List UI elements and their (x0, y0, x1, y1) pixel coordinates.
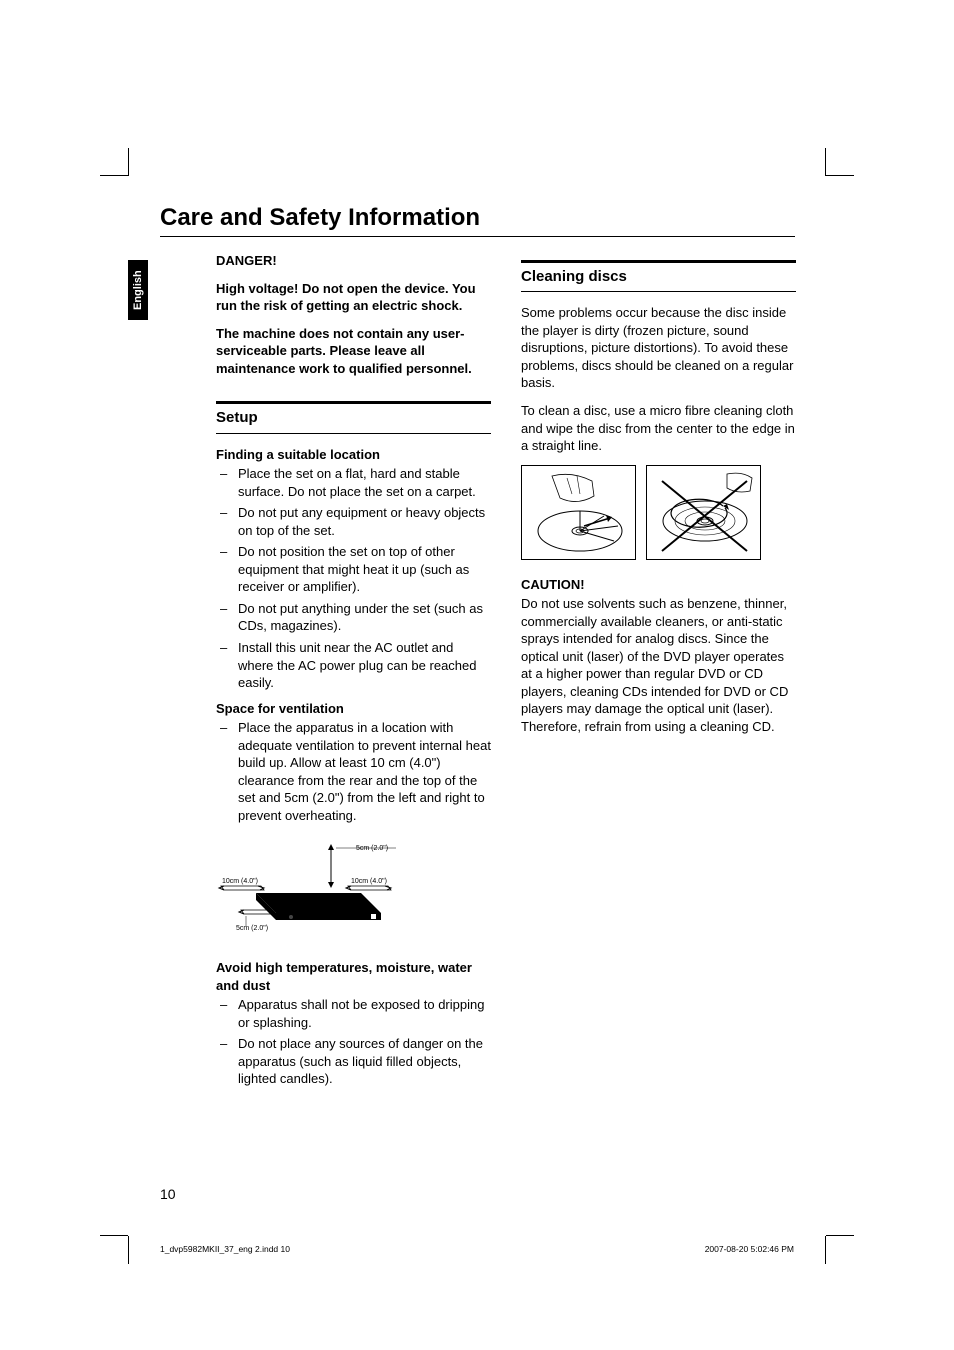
cleaning-heading: Cleaning discs (521, 260, 796, 292)
list-item: Place the set on a flat, hard and stable… (216, 465, 491, 500)
disc-correct-box (521, 465, 636, 560)
crop-mark (825, 1236, 826, 1264)
column-layout: DANGER! High voltage! Do not open the de… (216, 252, 796, 1096)
list-item: Apparatus shall not be exposed to drippi… (216, 996, 491, 1031)
vent-label-right: 10cm (4.0") (351, 878, 387, 885)
page-title: Care and Safety Information (160, 204, 795, 237)
crop-mark (128, 148, 129, 176)
avoid-subhead: Avoid high temperatures, moisture, water… (216, 959, 491, 994)
list-item: Place the apparatus in a location with a… (216, 719, 491, 824)
list-item: Do not place any sources of danger on th… (216, 1035, 491, 1088)
vent-label-bottom: 5cm (2.0") (236, 925, 268, 932)
ventilation-diagram: 5cm (2.0") 10cm (4.0") 10cm (4.0") 5cm (… (216, 838, 416, 938)
crop-mark (100, 1235, 128, 1236)
page: English Care and Safety Information DANG… (0, 0, 954, 1350)
setup-heading: Setup (216, 401, 491, 433)
footer: 1_dvp5982MKII_37_eng 2.indd 10 2007-08-2… (160, 1244, 794, 1254)
location-subhead: Finding a suitable location (216, 446, 491, 464)
vent-label-left: 10cm (4.0") (222, 878, 258, 885)
crop-mark (826, 1235, 854, 1236)
content-area: Care and Safety Information (160, 204, 795, 251)
danger-heading: DANGER! (216, 252, 491, 270)
footer-right: 2007-08-20 5:02:46 PM (705, 1244, 794, 1254)
crop-mark (825, 148, 826, 176)
left-column: DANGER! High voltage! Do not open the de… (216, 252, 491, 1096)
ventilation-subhead: Space for ventilation (216, 700, 491, 718)
list-item: Do not put anything under the set (such … (216, 600, 491, 635)
cleaning-text-2: To clean a disc, use a micro fibre clean… (521, 402, 796, 455)
cleaning-text-1: Some problems occur because the disc ins… (521, 304, 796, 392)
crop-mark (100, 175, 128, 176)
list-item: Do not position the set on top of other … (216, 543, 491, 596)
avoid-list: Apparatus shall not be exposed to drippi… (216, 996, 491, 1088)
language-tab: English (128, 260, 148, 320)
disc-cleaning-diagram (521, 465, 796, 560)
page-number: 10 (160, 1186, 176, 1202)
crop-mark (128, 1236, 129, 1264)
list-item: Install this unit near the AC outlet and… (216, 639, 491, 692)
danger-text-1: High voltage! Do not open the device. Yo… (216, 280, 491, 315)
vent-label-top: 5cm (2.0") (356, 845, 388, 852)
disc-incorrect-box (646, 465, 761, 560)
crop-mark (826, 175, 854, 176)
ventilation-list: Place the apparatus in a location with a… (216, 719, 491, 824)
right-column: Cleaning discs Some problems occur becau… (521, 252, 796, 1096)
list-item: Do not put any equipment or heavy object… (216, 504, 491, 539)
caution-heading: CAUTION! (521, 576, 796, 594)
caution-body: Do not use solvents such as benzene, thi… (521, 595, 796, 735)
footer-left: 1_dvp5982MKII_37_eng 2.indd 10 (160, 1244, 290, 1254)
danger-text-2: The machine does not contain any user-se… (216, 325, 491, 378)
location-list: Place the set on a flat, hard and stable… (216, 465, 491, 692)
